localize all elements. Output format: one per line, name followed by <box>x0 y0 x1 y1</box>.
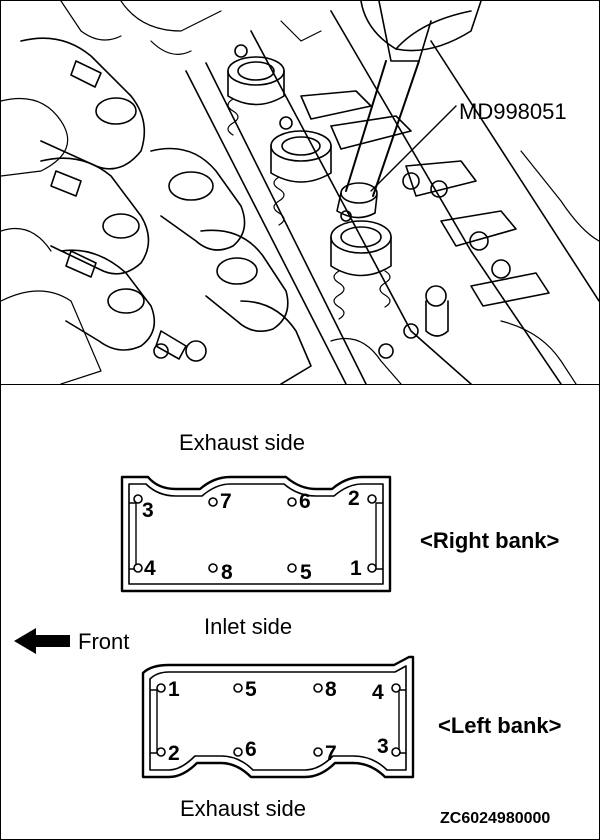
head-edge-left <box>185 70 347 384</box>
hand <box>360 1 482 52</box>
left-bank-bolt: 5 <box>245 678 257 701</box>
section-divider <box>0 384 600 385</box>
tool-callout-label: MD998051 <box>459 99 567 124</box>
rocker-arms <box>300 90 550 359</box>
right-bank-top-label: Exhaust side <box>179 430 305 455</box>
engine-illustration: MD998051 <box>1 1 599 384</box>
right-bank-label: <Right bank> <box>420 528 560 553</box>
valve-springs <box>227 98 391 320</box>
right-bank-bolt: 6 <box>299 490 311 513</box>
injectors <box>50 60 207 362</box>
special-tool <box>336 1 432 219</box>
right-bank-bolt: 3 <box>142 499 154 522</box>
right-bank-bolt: 1 <box>350 557 362 580</box>
figure-id: ZC6024980000 <box>440 810 551 827</box>
valve-retainers <box>227 56 392 277</box>
front-label: Front <box>78 629 130 654</box>
right-bank-head-outline: 3 7 6 2 4 8 5 1 <box>120 475 392 593</box>
right-bank-bolt: 7 <box>220 490 232 513</box>
right-bank-bolt: 5 <box>300 561 312 584</box>
right-bank-bottom-label: Inlet side <box>204 614 293 639</box>
right-bank-bolt: 4 <box>144 557 156 580</box>
left-bank-bottom-label: Exhaust side <box>180 796 306 821</box>
left-bank-bolt: 4 <box>372 681 384 704</box>
left-bank-bolt: 8 <box>325 678 337 701</box>
left-bank-head-outline: 1 5 8 4 2 6 7 3 <box>141 655 415 779</box>
left-bank-bolt: 6 <box>245 738 257 761</box>
left-bank-bolt: 1 <box>168 678 180 701</box>
intake-runners <box>20 37 312 384</box>
right-bank-bolt: 2 <box>348 487 360 510</box>
left-bank-bolt: 3 <box>377 735 389 758</box>
right-bank-bolt: 8 <box>221 561 233 584</box>
engine-line-art: MD998051 <box>1 1 599 384</box>
head-edge-left-inner <box>205 62 367 384</box>
callout-leader <box>370 105 457 192</box>
tightening-sequence-diagram: Exhaust side 3 7 6 2 4 8 5 1 <box>0 385 600 840</box>
left-bank-label: <Left bank> <box>438 713 562 738</box>
left-bank-bolt: 2 <box>168 742 180 765</box>
left-bank-bolt: 7 <box>325 742 337 765</box>
front-arrow-icon <box>14 628 70 654</box>
